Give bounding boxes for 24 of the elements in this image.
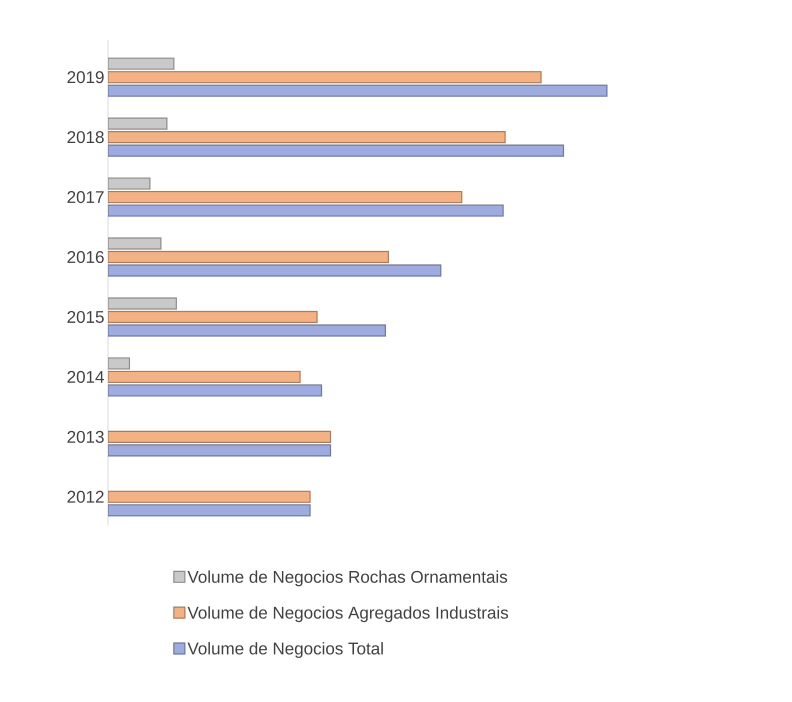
legend-label: Volume de Negocios Total — [188, 642, 383, 658]
bar — [108, 204, 504, 217]
bar — [108, 310, 318, 324]
y-tick-label: 2018 — [68, 131, 104, 144]
y-tick-label: 2017 — [68, 191, 104, 204]
bar — [108, 190, 462, 204]
legend-label: Volume de Negocios Rochas Ornamentais — [188, 570, 508, 586]
bar — [108, 444, 332, 456]
legend-label: Volume de Negocios Agregados Industrais — [188, 606, 508, 622]
bar — [108, 118, 168, 130]
y-tick-label: 2013 — [68, 430, 104, 443]
bar — [108, 250, 389, 264]
bar — [108, 144, 564, 157]
y-tick-label: 2015 — [68, 310, 104, 323]
y-tick-label: 2016 — [68, 251, 104, 264]
y-tick-label: 2012 — [68, 490, 104, 503]
y-tick-label: 2014 — [68, 370, 104, 383]
bar — [108, 430, 332, 443]
bar — [108, 370, 301, 384]
bar — [108, 324, 386, 337]
bar — [108, 384, 322, 397]
bar — [108, 131, 506, 144]
y-tick-label: 2019 — [68, 71, 104, 84]
bar — [108, 264, 442, 277]
